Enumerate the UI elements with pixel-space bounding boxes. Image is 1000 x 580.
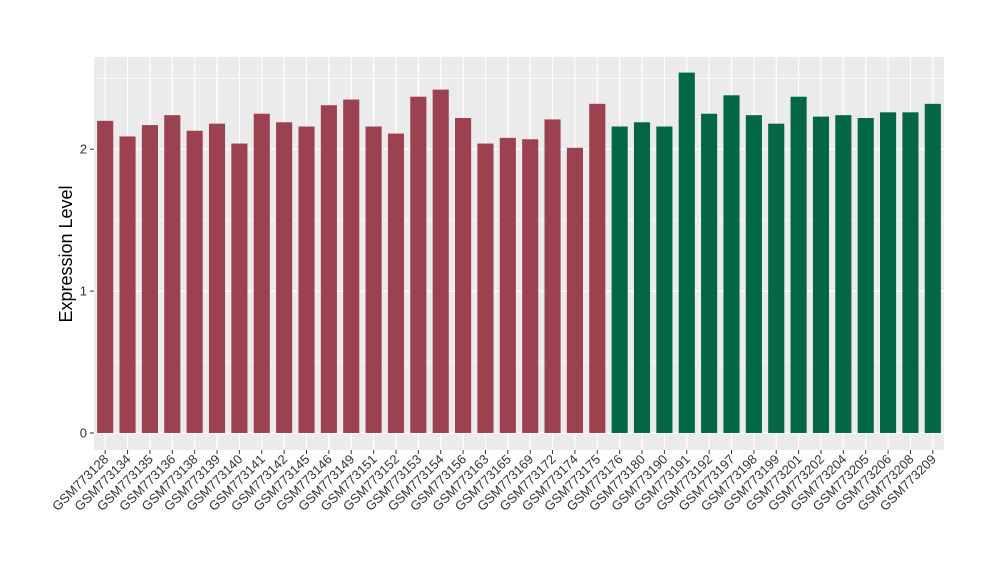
bar-GSM773141 xyxy=(253,113,270,433)
bars xyxy=(97,72,941,433)
bar-GSM773163 xyxy=(477,143,494,433)
bar-GSM773201 xyxy=(790,96,807,433)
bar-GSM773128 xyxy=(97,120,114,433)
bar-GSM773202 xyxy=(812,116,830,433)
bar-GSM773145 xyxy=(298,126,315,433)
bar-GSM773138 xyxy=(186,130,203,433)
bar-GSM773180 xyxy=(633,122,651,433)
bar-GSM773205 xyxy=(857,118,874,433)
x-axis: GSM773128GSM773134GSM773135GSM773136GSM7… xyxy=(49,450,939,514)
bar-GSM773151 xyxy=(365,126,382,433)
bar-GSM773146 xyxy=(320,105,337,433)
bar-GSM773135 xyxy=(141,125,158,433)
bar-GSM773208 xyxy=(902,112,919,433)
bar-GSM773165 xyxy=(499,137,516,433)
bar-GSM773156 xyxy=(455,118,472,433)
bar-GSM773197 xyxy=(723,95,740,433)
bar-GSM773154 xyxy=(432,89,449,433)
bar-GSM773139 xyxy=(208,123,226,433)
y-axis-title: Expression Level xyxy=(56,185,76,322)
bar-GSM773169 xyxy=(522,139,539,433)
bar-GSM773134 xyxy=(119,136,136,433)
bar-GSM773209 xyxy=(924,103,941,433)
bar-GSM773206 xyxy=(880,112,897,433)
bar-GSM773152 xyxy=(387,133,405,433)
bar-GSM773172 xyxy=(544,119,561,433)
bar-GSM773142 xyxy=(276,122,293,433)
bar-GSM773174 xyxy=(566,147,583,433)
y-axis: 0 1 2 xyxy=(80,142,94,440)
bar-GSM773176 xyxy=(611,126,628,433)
bar-GSM773136 xyxy=(164,115,181,433)
y-tick-label: 1 xyxy=(80,284,87,299)
bar-GSM773199 xyxy=(768,123,785,433)
y-tick-label: 2 xyxy=(80,142,87,157)
y-tick-label: 0 xyxy=(80,425,87,440)
bar-GSM773149 xyxy=(343,99,360,433)
bar-GSM773198 xyxy=(745,115,762,433)
bar-GSM773175 xyxy=(589,103,606,433)
bar-GSM773153 xyxy=(410,96,427,433)
bar-GSM773140 xyxy=(231,143,248,433)
bar-GSM773191 xyxy=(678,72,695,433)
bar-GSM773192 xyxy=(701,113,718,433)
bar-GSM773190 xyxy=(656,126,673,433)
bar-GSM773204 xyxy=(835,115,852,433)
